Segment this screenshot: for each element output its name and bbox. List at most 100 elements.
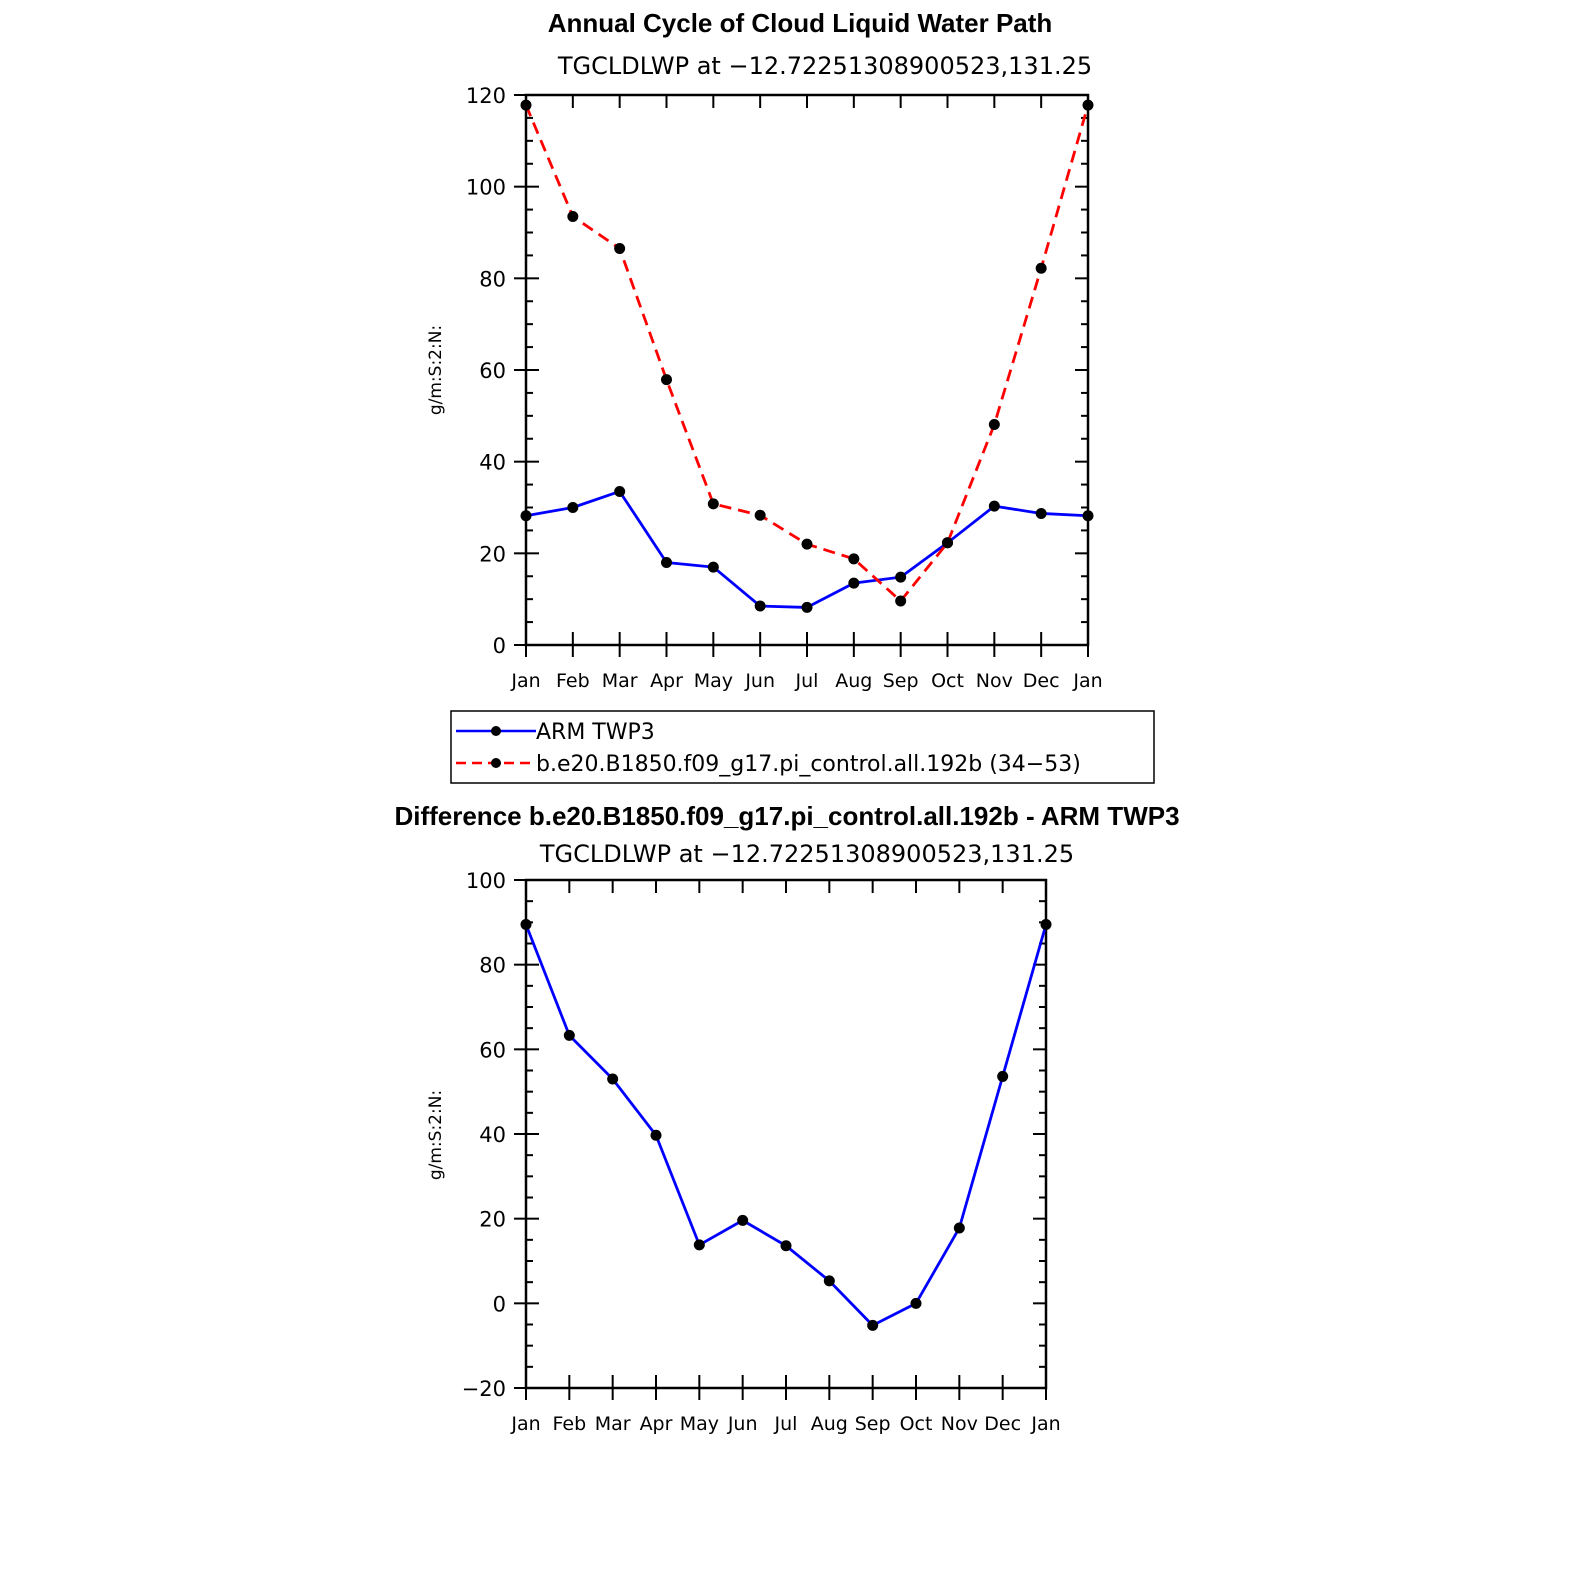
x-tick-label: Nov [941,1413,978,1435]
y-tick-label: 100 [466,869,506,893]
x-tick-label: Oct [900,1413,933,1435]
y-tick-label: 80 [479,267,506,291]
x-tick-label: Mar [602,670,638,692]
x-tick-label: Jul [795,670,819,692]
series-line [524,104,1090,603]
x-tick-label: May [694,670,733,692]
x-tick-label: Jan [1072,670,1102,692]
data-point [1035,507,1047,519]
y-tick-label: 40 [479,1123,506,1147]
plot-marks [520,99,1094,613]
data-point [707,498,719,510]
data-point [661,374,672,386]
x-tick-label: Jan [1030,1413,1060,1435]
legend-marker-model [491,758,501,768]
legend-label-model: b.e20.B1850.f09_g17.pi_control.all.192b … [536,752,1081,777]
data-point [801,538,813,550]
data-point [707,561,719,573]
data-point [895,571,907,583]
y-tick-label: 60 [479,359,506,383]
x-tick-label: Jan [510,670,540,692]
y-tick-label: 20 [479,542,506,566]
data-point [895,595,907,607]
chart-title: Annual Cycle of Cloud Liquid Water Path [548,8,1053,38]
data-point [520,99,532,111]
data-point [567,210,579,222]
data-point [997,1070,1009,1082]
data-point [823,1275,835,1287]
x-tick-label: Aug [835,670,872,692]
data-point [693,1239,705,1251]
y-tick-label: 100 [466,176,506,200]
data-point [754,509,766,521]
legend: ARM TWP3 b.e20.B1850.f09_g17.pi_control.… [450,710,1155,784]
y-axis-label: g/m:S:2:N: [426,1090,446,1180]
data-point [520,510,532,522]
legend-label-arm: ARM TWP3 [536,720,655,745]
y-tick-label: 120 [466,84,506,108]
y-tick-label: 0 [493,1292,506,1316]
data-point [737,1214,749,1226]
data-point [988,500,1000,512]
plot-marks [520,918,1052,1331]
x-tick-label: May [680,1413,719,1435]
axes: 0 20 40 60 80 100 120 Jan Feb Mar Apr May Jun Jul Aug S… [466,84,1103,692]
data-point [953,1222,965,1234]
x-tick-label: Oct [931,670,964,692]
x-tick-label: Aug [811,1413,848,1435]
x-tick-label: Sep [883,670,919,692]
y-tick-label: 20 [479,1208,506,1232]
data-point [1082,99,1094,111]
chart-subtitle: TGCLDLWP at −12.72251308900523,131.25 [539,840,1074,868]
chart-title: Difference b.e20.B1850.f09_g17.pi_contro… [394,801,1179,831]
y-tick-label: 40 [479,451,506,475]
y-tick-label: 0 [493,634,506,658]
plot-frame [524,878,1048,1390]
x-tick-label: Mar [595,1413,631,1435]
data-point [910,1297,922,1309]
legend-marker-arm [491,726,501,736]
data-point [780,1240,792,1252]
chart-subtitle: TGCLDLWP at −12.72251308900523,131.25 [557,52,1092,80]
data-point [754,600,766,612]
data-point [607,1073,619,1085]
legend-box [450,710,1155,784]
difference-chart: Difference b.e20.B1850.f09_g17.pi_contro… [394,801,1179,1435]
x-tick-label: Jun [727,1413,758,1435]
axes: −20 0 20 40 60 80 100 Jan Feb Mar Apr May Jun Jul Aug S… [462,869,1061,1435]
x-tick-label: Dec [984,1413,1021,1435]
annual-cycle-chart: Annual Cycle of Cloud Liquid Water Path … [426,8,1103,692]
x-tick-label: Sep [855,1413,891,1435]
data-point [801,601,813,613]
x-tick-label: Feb [553,1413,587,1435]
data-point [1040,918,1052,930]
x-tick-label: Apr [650,670,683,692]
y-tick-label: 80 [479,954,506,978]
y-tick-label: 60 [479,1038,506,1062]
data-point [614,485,626,497]
data-point [661,557,672,568]
plot-frame [524,93,1090,647]
data-point [614,243,626,255]
series-line [524,923,1048,1327]
x-tick-label: Nov [976,670,1013,692]
data-point [848,553,860,565]
x-tick-label: Dec [1023,670,1060,692]
x-tick-label: Feb [556,670,590,692]
x-tick-label: Jul [774,1413,798,1435]
data-point [1035,262,1047,274]
data-point [848,577,860,589]
x-tick-label: Jun [744,670,775,692]
data-point [942,537,953,549]
y-axis-label: g/m:S:2:N: [426,325,446,415]
data-point [520,918,532,930]
x-tick-label: Apr [640,1413,673,1435]
data-point [1082,510,1094,522]
data-point [867,1319,879,1331]
x-tick-label: Jan [510,1413,540,1435]
y-tick-label: −20 [462,1377,506,1401]
data-point [563,1029,575,1041]
data-point [988,419,1000,431]
data-point [650,1129,662,1141]
